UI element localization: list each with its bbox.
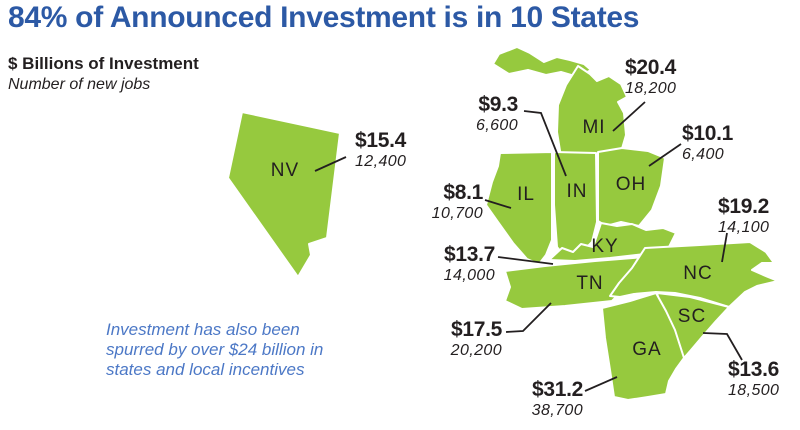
investment-value-ky: $13.7: [443, 243, 495, 266]
callout-mi: $20.4 18,200: [625, 56, 677, 98]
jobs-value-sc: 18,500: [728, 382, 780, 399]
investment-value-il: $8.1: [443, 181, 483, 204]
state-label-nv: NV: [271, 160, 299, 181]
note-line-1: Investment has also been: [106, 320, 300, 339]
state-shape-il: [485, 151, 553, 265]
leader-tn: [505, 302, 552, 333]
jobs-value-nv: 12,400: [355, 153, 407, 170]
leader-in: [523, 110, 567, 177]
note-line-3: states and local incentives: [106, 360, 305, 379]
jobs-value-ky: 14,000: [443, 267, 495, 284]
leader-ky: [497, 256, 554, 265]
leader-oh: [648, 143, 682, 167]
state-shape-nv: [227, 111, 341, 278]
investment-value-nv: $15.4: [355, 129, 407, 152]
jobs-value-ga: 38,700: [531, 402, 583, 419]
state-label-sc: SC: [678, 306, 706, 327]
jobs-value-oh: 6,400: [682, 146, 725, 163]
jobs-value-tn: 20,200: [450, 342, 502, 359]
state-shape-mi-upper: [492, 46, 592, 78]
callout-ga: $31.2 38,700: [531, 378, 584, 420]
state-label-ga: GA: [632, 339, 661, 360]
note-line-2: spurred by over $24 billion in: [106, 340, 324, 359]
leader-nc: [721, 232, 728, 263]
state-shape-nc: [609, 241, 779, 308]
leader-sc: [702, 332, 743, 361]
state-label-in: IN: [567, 181, 588, 202]
investment-value-tn: $17.5: [450, 318, 502, 341]
leader-mi: [612, 101, 646, 132]
investment-value-oh: $10.1: [682, 122, 734, 145]
incentives-note: Investment has also been spurred by over…: [106, 320, 323, 380]
jobs-value-il: 10,700: [431, 205, 483, 222]
investment-value-mi: $20.4: [625, 56, 677, 79]
investment-value-in: $9.3: [478, 93, 518, 116]
legend-jobs-label: Number of new jobs: [8, 76, 151, 93]
callout-tn: $17.5 20,200: [450, 318, 503, 360]
investment-value-ga: $31.2: [531, 378, 583, 401]
callout-nc: $19.2 14,100: [718, 195, 770, 237]
callout-in: $9.3 6,600: [475, 93, 518, 135]
investment-value-nc: $19.2: [718, 195, 770, 218]
legend-investment-label: $ Billions of Investment: [8, 54, 199, 73]
jobs-value-in: 6,600: [475, 117, 518, 134]
state-label-ky: KY: [591, 236, 618, 257]
callout-oh: $10.1 6,400: [682, 122, 734, 164]
leader-nv: [314, 156, 347, 172]
jobs-value-nc: 14,100: [718, 219, 770, 236]
leader-il: [484, 199, 512, 209]
callout-nv: $15.4 12,400: [355, 129, 407, 171]
jobs-value-mi: 18,200: [625, 80, 677, 97]
leader-ga: [584, 376, 618, 392]
page-title: 84% of Announced Investment is in 10 Sta…: [8, 1, 640, 34]
state-label-il: IL: [517, 184, 535, 205]
investment-value-sc: $13.6: [728, 358, 780, 381]
callout-ky: $13.7 14,000: [443, 243, 496, 285]
state-shape-mi: [556, 65, 628, 162]
state-label-mi: MI: [582, 117, 605, 138]
callout-il: $8.1 10,700: [431, 181, 484, 223]
legend: $ Billions of Investment Number of new j…: [8, 54, 199, 94]
state-label-nc: NC: [683, 263, 712, 284]
callout-sc: $13.6 18,500: [728, 358, 780, 400]
state-label-oh: OH: [616, 174, 647, 195]
state-label-tn: TN: [576, 273, 603, 294]
